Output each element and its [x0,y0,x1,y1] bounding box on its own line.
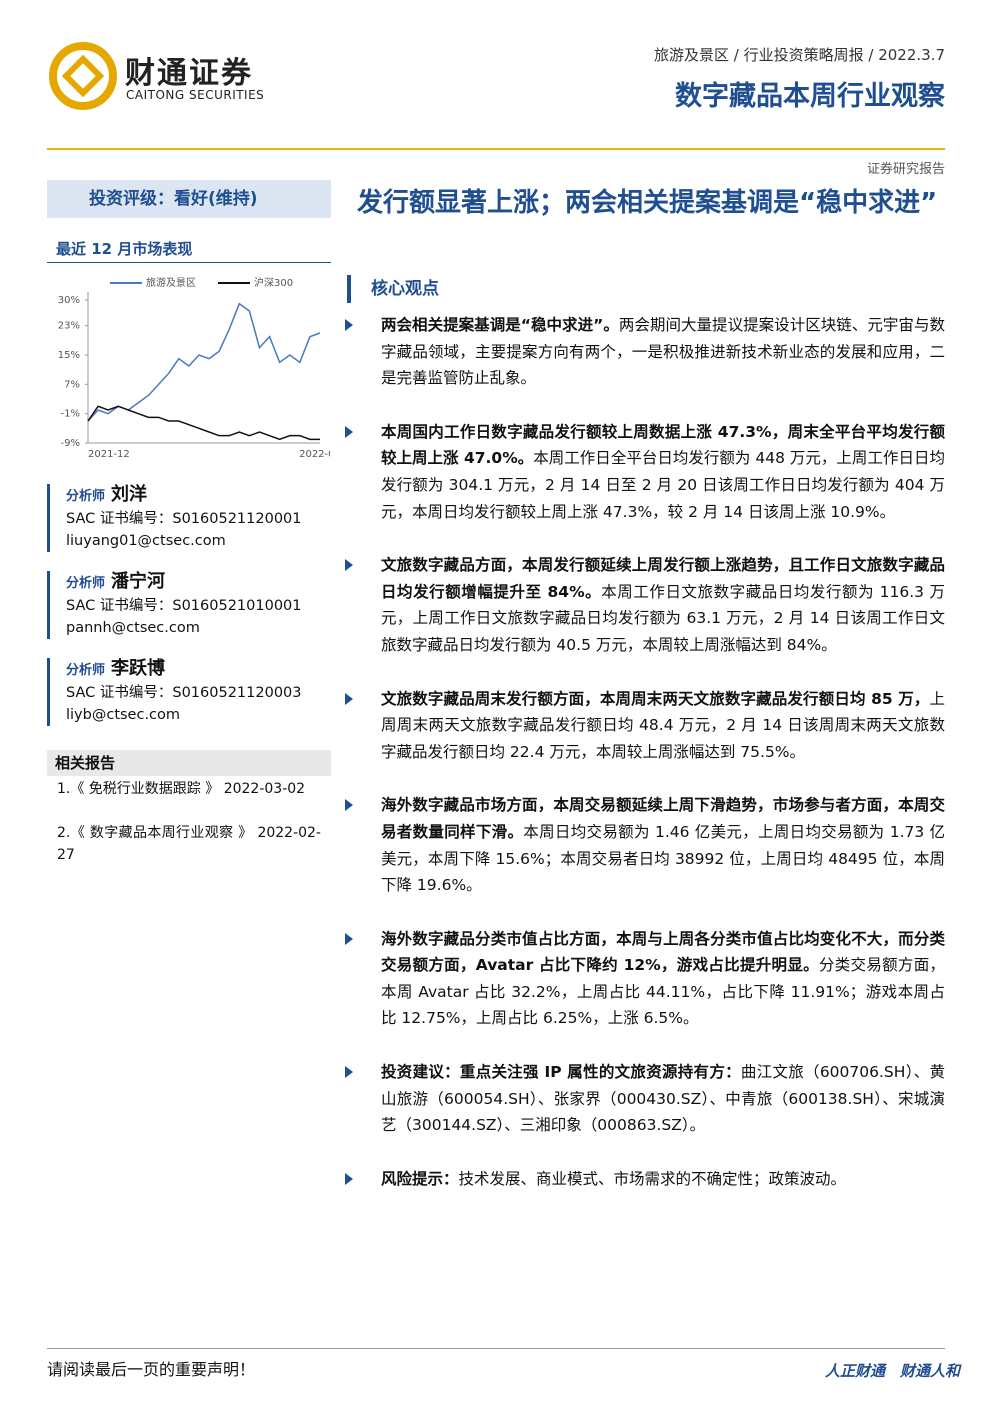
bullet-lead: 文旅数字藏品方面，本周发行额延续上周发行额上涨趋势，且工作日文旅数字藏品日均发行… [381,556,945,601]
analyst-label: 分析师 [66,663,106,678]
related-item[interactable]: 2.《 数字藏品本周行业观察 》 2022-02-27 [57,825,321,863]
bullet-list: 两会相关提案基调是“稳中求进”。两会期间大量提议提案设计区块链、元宇宙与数字藏品… [345,312,945,1219]
y-tick-label: 23% [58,321,80,332]
section-title: 核心观点 [347,275,439,303]
analyst: 分析师 潘宁河 SAC 证书编号：S0160521010001 pannh@cts… [47,571,350,639]
bullet: 投资建议：重点关注强 IP 属性的文旅资源持有方：曲江文旅（600706.SH）… [345,1059,945,1139]
rule [47,262,331,263]
bullet-text: 上周周末两天文旅数字藏品发行额日均 48.4 万元，2 月 14 日该周周末两天… [381,689,945,761]
line-series [87,302,321,422]
bullet-text: 本周工作日全平台日均发行额为 448 万元，上周工作日日均发行额为 304.1 … [381,449,945,521]
x-tick-label: 2021-12 [88,449,130,460]
analyst-sac: SAC 证书编号：S0160521120001 [66,511,302,527]
bullet-lead: 投资建议：重点关注强 IP 属性的文旅资源持有方： [381,1063,741,1082]
analyst-sac: SAC 证书编号：S0160521120003 [66,685,302,701]
bullet: 海外数字藏品市场方面，本周交易额延续上周下滑趋势，市场参与者方面，本周交易者数量… [345,792,945,898]
logo-subtext: CAITONG SECURITIES [126,88,265,102]
y-tick-label: 15% [58,350,80,361]
report-type: 证券研究报告 [866,162,945,177]
bullet-lead: 本周国内工作日数字藏品发行额较上周数据上涨 47.3%，周末全平台平均发行额较上… [381,422,945,468]
analyst: 分析师 李跃博 SAC 证书编号：S0160521120003 liyb@ctse… [47,658,350,726]
analyst-label: 分析师 [66,576,106,591]
bullet-lead: 文旅数字藏品周末发行额方面，本周周末两天文旅数字藏品发行额日均 85 万， [381,689,930,708]
bullet: 风险提示：技术发展、商业模式、市场需求的不确定性；政策波动。 [345,1166,945,1193]
y-tick-label: -9% [61,438,80,449]
x-tick-label: 2022-03 [299,449,330,460]
header-title: 数字藏品本周行业观察 [675,81,945,112]
bullet: 两会相关提案基调是“稳中求进”。两会期间大量提议提案设计区块链、元宇宙与数字藏品… [345,312,945,392]
bullet: 文旅数字藏品周末发行额方面，本周周末两天文旅数字藏品发行额日均 85 万，上周周… [345,686,945,766]
bullet: 海外数字藏品分类市值占比方面，本周与上周各分类市值占比均变化不大，而分类交易额方… [345,926,945,1032]
legend-label: 旅游及景区 [146,276,196,289]
y-tick-label: 30% [58,295,80,306]
analyst-name: 李跃博 [111,658,166,679]
chart: 30% 23% 15% 7% -1% -9% 2021-12 2022-03 旅游及景区 沪深30… [58,276,330,460]
analyst-email: liuyang01@ctsec.com [66,533,226,549]
footer-slogan: 人正财通 财通人和 [824,1362,960,1380]
y-tick-label: 7% [64,379,80,390]
logo-icon [49,42,117,110]
line-series [87,405,320,441]
main-title: 发行额显著上涨；两会相关提案基调是“稳中求进” [357,188,938,218]
bullet-text: 本周日均交易额为 1.46 亿美元，上周日均交易额为 1.73 亿美元，本周下降… [381,822,945,895]
bullet-text: 技术发展、商业模式、市场需求的不确定性；政策波动。 [458,1169,847,1188]
breadcrumb: 旅游及景区 / 行业投资策略周报 / 2022.3.7 [654,46,945,64]
analyst-email: pannh@ctsec.com [66,620,200,636]
analyst-name: 刘洋 [111,484,148,505]
bullet-lead: 海外数字藏品分类市值占比方面，本周与上周各分类市值占比均变化不大，而分类交易额方… [381,929,945,975]
related-title: 相关报告 [47,750,331,776]
analyst-name: 潘宁河 [111,571,166,592]
perf-title: 最近 12 月市场表现 [56,240,193,258]
footer-notice: 请阅读最后一页的重要声明！ [47,1360,256,1379]
logo-text: 财通证券 [125,56,253,91]
bullet: 文旅数字藏品方面，本周发行额延续上周发行额上涨趋势，且工作日文旅数字藏品日均发行… [345,552,945,658]
bullet-text: 本周工作日文旅数字藏品日均发行额为 116.3 万元，上周工作日文旅数字藏品日均… [381,582,945,654]
bullet-text: 分类交易额方面，本周 Avatar 占比 32.2%，上周占比 44.11%，占… [381,956,945,1028]
bullet-lead: 海外数字藏品市场方面，本周交易额延续上周下滑趋势，市场参与者方面，本周交易者数量… [381,796,945,841]
analyst-sac: SAC 证书编号：S0160521010001 [66,598,302,614]
bullet: 本周国内工作日数字藏品发行额较上周数据上涨 47.3%，周末全平台平均发行额较上… [345,419,945,525]
bullet-text: 曲江文旅（600706.SH）、黄山旅游（600054.SH）、张家界（0004… [381,1063,946,1135]
footer-rule [47,1348,945,1349]
analyst-email: liyb@ctsec.com [66,707,181,723]
analyst-label: 分析师 [66,489,106,504]
bullet-lead: 两会相关提案基调是“稳中求进”。 [381,316,619,334]
bullet-text: 两会期间大量提议提案设计区块链、元宇宙与数字藏品领域，主要提案方向有两个，一是积… [381,316,945,388]
header-rule [47,148,945,150]
legend-label: 沪深300 [254,276,293,289]
y-tick-label: -1% [61,409,80,420]
rating: 投资评级：看好(维持) [47,180,331,218]
related-item[interactable]: 1.《 免税行业数据跟踪 》 2022-03-02 [57,781,306,797]
bullet-lead: 风险提示： [381,1169,459,1188]
analyst: 分析师 刘洋 SAC 证书编号：S0160521120001 liuyang01@… [47,484,350,552]
